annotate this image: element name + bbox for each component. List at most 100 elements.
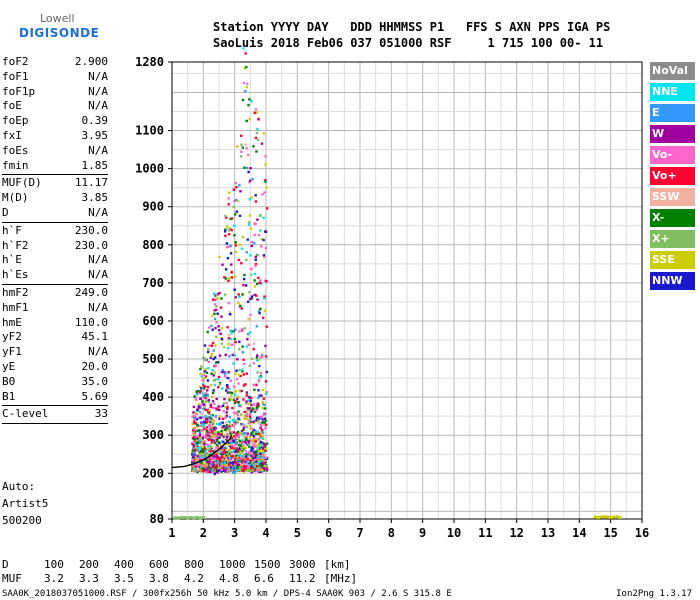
echo-point	[244, 450, 248, 453]
echo-point	[227, 337, 231, 340]
echo-point	[239, 433, 242, 437]
echo-point	[244, 417, 247, 421]
echo-point	[198, 405, 201, 408]
param-value: N/A	[88, 84, 108, 98]
footer-value: 3.2	[44, 572, 64, 585]
echo-point	[238, 340, 241, 344]
echo-point	[227, 346, 230, 350]
echo-point	[250, 432, 253, 435]
echo-point	[214, 431, 218, 434]
echo-point	[219, 332, 222, 335]
echo-point	[249, 399, 252, 403]
echo-point	[199, 416, 202, 419]
echo-point	[249, 427, 252, 430]
echo-point	[200, 387, 203, 390]
echo-point	[253, 410, 257, 413]
echo-point	[253, 293, 256, 297]
echo-point	[254, 445, 257, 449]
series-point	[596, 515, 600, 519]
echo-point	[230, 430, 233, 434]
echo-point	[191, 442, 194, 445]
echo-point	[205, 418, 209, 421]
echo-point	[226, 441, 230, 445]
echo-point	[206, 434, 209, 437]
echo-point	[215, 445, 219, 449]
echo-point	[245, 85, 248, 89]
echo-point	[216, 434, 220, 438]
echo-point	[249, 227, 253, 230]
footer-value: 3000	[289, 558, 316, 571]
y-tick-label: 900	[142, 200, 164, 214]
echo-point	[249, 464, 252, 467]
echo-point	[196, 425, 199, 428]
echo-point	[262, 442, 265, 445]
echo-point	[220, 342, 224, 345]
echo-point	[218, 381, 222, 385]
echo-point	[251, 442, 255, 446]
echo-point	[255, 416, 259, 419]
echo-point	[238, 184, 241, 187]
echo-point	[223, 276, 226, 279]
x-tick-label: 1	[168, 526, 175, 540]
legend-item: NNW	[650, 272, 695, 290]
param-row: yF2 45.1	[2, 330, 108, 345]
echo-point	[195, 390, 198, 394]
footer-value: 1000	[219, 558, 246, 571]
echo-point	[250, 295, 254, 298]
echo-point	[250, 471, 253, 474]
echo-point	[260, 415, 264, 419]
echo-point	[265, 325, 268, 328]
echo-point	[230, 394, 233, 397]
echo-point	[255, 432, 258, 436]
echo-point	[225, 424, 228, 427]
param-value: N/A	[88, 69, 108, 83]
echo-point	[238, 389, 241, 392]
echo-point	[196, 455, 200, 458]
echo-point	[232, 448, 236, 452]
echo-point	[253, 285, 257, 288]
echo-point	[201, 423, 205, 426]
echo-point	[219, 463, 222, 467]
echo-point	[213, 312, 216, 316]
echo-point	[261, 388, 264, 392]
param-row: D N/A	[2, 206, 108, 221]
echo-point	[255, 131, 259, 135]
echo-point	[205, 420, 208, 424]
echo-point	[218, 436, 221, 439]
echo-point	[234, 419, 238, 422]
echo-point	[192, 451, 196, 454]
param-name: hmE	[2, 315, 22, 329]
param-name: D	[2, 205, 9, 219]
echo-point	[241, 368, 244, 371]
echo-point	[243, 166, 246, 169]
echo-point	[247, 399, 251, 402]
echo-point	[233, 199, 236, 203]
echo-point	[203, 421, 206, 424]
param-row: MUF(D) 11.17	[2, 176, 108, 191]
echo-point	[233, 470, 236, 473]
param-value: 1.85	[81, 158, 109, 172]
header-line-1: Station YYYY DAY DDD HHMMSS P1 FFS S AXN…	[213, 20, 611, 34]
echo-point	[254, 264, 257, 268]
echo-point	[251, 461, 254, 464]
echo-point	[244, 455, 248, 458]
echo-point	[245, 435, 248, 438]
echo-point	[218, 291, 221, 295]
echo-point	[201, 416, 204, 419]
echo-point	[260, 421, 263, 425]
echo-point	[255, 356, 259, 359]
echo-point	[237, 373, 241, 377]
echo-point	[246, 407, 249, 410]
echo-point	[234, 181, 238, 185]
echo-point	[259, 461, 263, 464]
legend-item: NNE	[650, 83, 695, 101]
echo-point	[205, 399, 208, 403]
param-row: yF1 N/A	[2, 345, 108, 360]
logo-top-text: Lowell	[40, 12, 75, 25]
echo-point	[215, 335, 218, 339]
echo-point	[215, 453, 218, 456]
echo-point	[197, 441, 200, 444]
echo-point	[263, 469, 266, 472]
echo-point	[194, 446, 197, 449]
echo-point	[233, 460, 236, 464]
